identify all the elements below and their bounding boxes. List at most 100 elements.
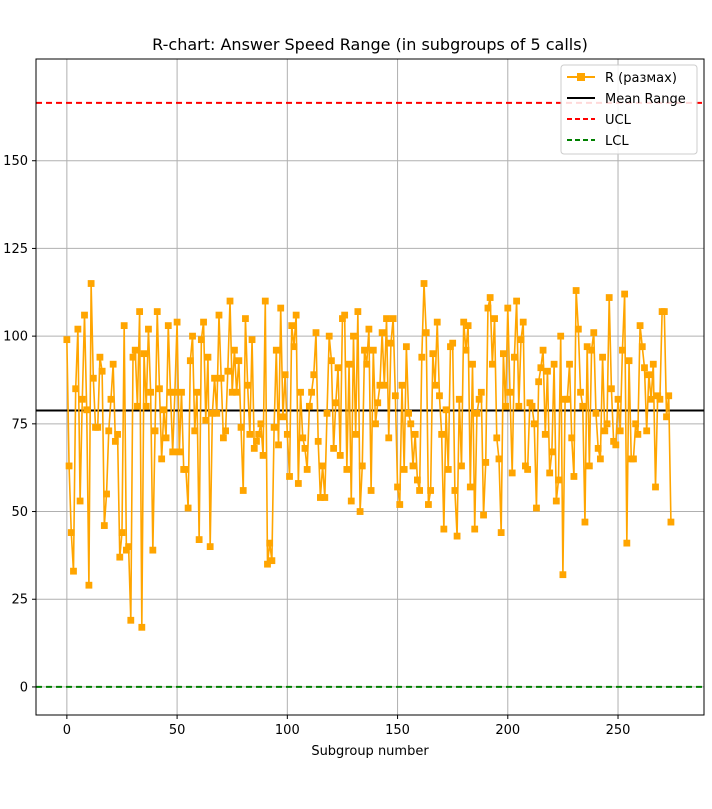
data-point-228	[566, 360, 573, 368]
data-point-35	[140, 350, 148, 358]
data-point-250	[614, 395, 622, 403]
data-point-109	[303, 466, 311, 473]
data-point-15	[96, 353, 104, 361]
data-point-122	[332, 399, 340, 407]
data-point-140	[372, 420, 379, 428]
legend: R (размах) Mean Range UCL LCL	[560, 64, 698, 155]
data-point-246	[605, 294, 613, 301]
data-point-150	[394, 483, 401, 491]
data-point-155	[405, 409, 412, 417]
data-point-131	[352, 430, 360, 438]
legend-label-mean: Mean Range	[605, 92, 686, 107]
data-point-56	[186, 357, 194, 365]
data-point-215	[537, 364, 545, 372]
data-point-93	[268, 557, 276, 565]
data-point-167	[431, 381, 439, 389]
data-point-81	[242, 315, 249, 322]
data-point-237	[585, 462, 593, 470]
data-point-225	[559, 571, 567, 579]
data-point-261	[638, 343, 646, 351]
data-point-216	[539, 346, 547, 354]
data-point-52	[178, 388, 185, 396]
data-point-142	[376, 381, 384, 389]
data-point-171	[440, 525, 448, 533]
data-point-65	[206, 543, 214, 551]
data-point-244	[601, 427, 609, 435]
data-point-31	[131, 346, 139, 354]
data-point-181	[462, 346, 470, 354]
data-point-183	[466, 483, 474, 491]
data-point-188	[477, 388, 485, 396]
data-point-243	[599, 353, 606, 361]
data-point-205	[515, 402, 523, 410]
data-point-269	[656, 395, 664, 403]
data-point-45	[162, 434, 170, 442]
y-tick-label-6: 150	[3, 154, 28, 169]
data-point-24	[116, 553, 124, 561]
data-point-212	[530, 420, 538, 428]
y-tick-label-2: 50	[11, 505, 28, 520]
data-point-127	[343, 466, 351, 473]
data-point-266	[649, 360, 657, 368]
data-point-198	[499, 350, 507, 358]
data-point-132	[354, 308, 362, 315]
data-point-245	[603, 420, 611, 428]
data-point-124	[336, 452, 344, 459]
data-point-170	[438, 430, 446, 438]
data-point-34	[138, 623, 146, 631]
data-point-47	[167, 388, 174, 396]
legend-label-r: R (размах)	[605, 71, 677, 86]
data-point-16	[98, 367, 106, 375]
data-point-213	[533, 504, 540, 512]
data-point-161	[418, 353, 426, 361]
data-point-274	[667, 518, 675, 526]
data-point-91	[264, 560, 271, 568]
data-point-55	[184, 504, 192, 512]
data-point-153	[400, 466, 408, 473]
data-point-196	[495, 455, 503, 463]
data-point-94	[270, 423, 278, 431]
data-point-2	[67, 529, 75, 536]
data-point-180	[460, 318, 468, 326]
data-point-173	[444, 466, 452, 473]
data-point-146	[385, 434, 393, 442]
data-point-148	[389, 315, 397, 322]
data-point-103	[290, 343, 298, 351]
data-point-43	[158, 455, 166, 463]
data-point-190	[482, 459, 490, 466]
data-point-129	[347, 497, 355, 505]
y-tick-label-3: 75	[11, 417, 28, 432]
data-point-241	[594, 444, 602, 452]
y-tick-label-4: 100	[3, 330, 28, 345]
data-point-57	[189, 332, 196, 340]
x-tick-label-1: 50	[169, 723, 186, 738]
data-point-259	[634, 430, 642, 438]
data-point-39	[149, 546, 157, 554]
data-point-257	[630, 455, 637, 463]
data-point-100	[283, 430, 291, 438]
data-point-77	[233, 388, 241, 396]
data-point-211	[528, 402, 536, 410]
data-point-168	[433, 318, 441, 326]
data-point-263	[643, 427, 651, 435]
data-point-90	[261, 297, 269, 305]
data-point-195	[493, 434, 501, 442]
chart-title: R-chart: Answer Speed Range (in subgroup…	[152, 35, 588, 54]
data-point-189	[480, 511, 487, 519]
data-point-179	[458, 462, 465, 470]
x-tick-label-4: 200	[495, 723, 520, 738]
data-point-112	[310, 371, 318, 379]
data-point-85	[250, 444, 258, 452]
data-point-193	[488, 360, 496, 368]
data-point-38	[147, 388, 155, 396]
data-point-223	[555, 476, 562, 484]
data-point-207	[519, 318, 527, 326]
data-point-164	[425, 501, 432, 508]
data-point-202	[508, 469, 516, 477]
data-point-107	[299, 434, 307, 442]
data-point-222	[552, 497, 560, 505]
data-point-5	[74, 325, 82, 333]
data-point-0	[63, 336, 71, 344]
data-point-14	[94, 423, 102, 431]
